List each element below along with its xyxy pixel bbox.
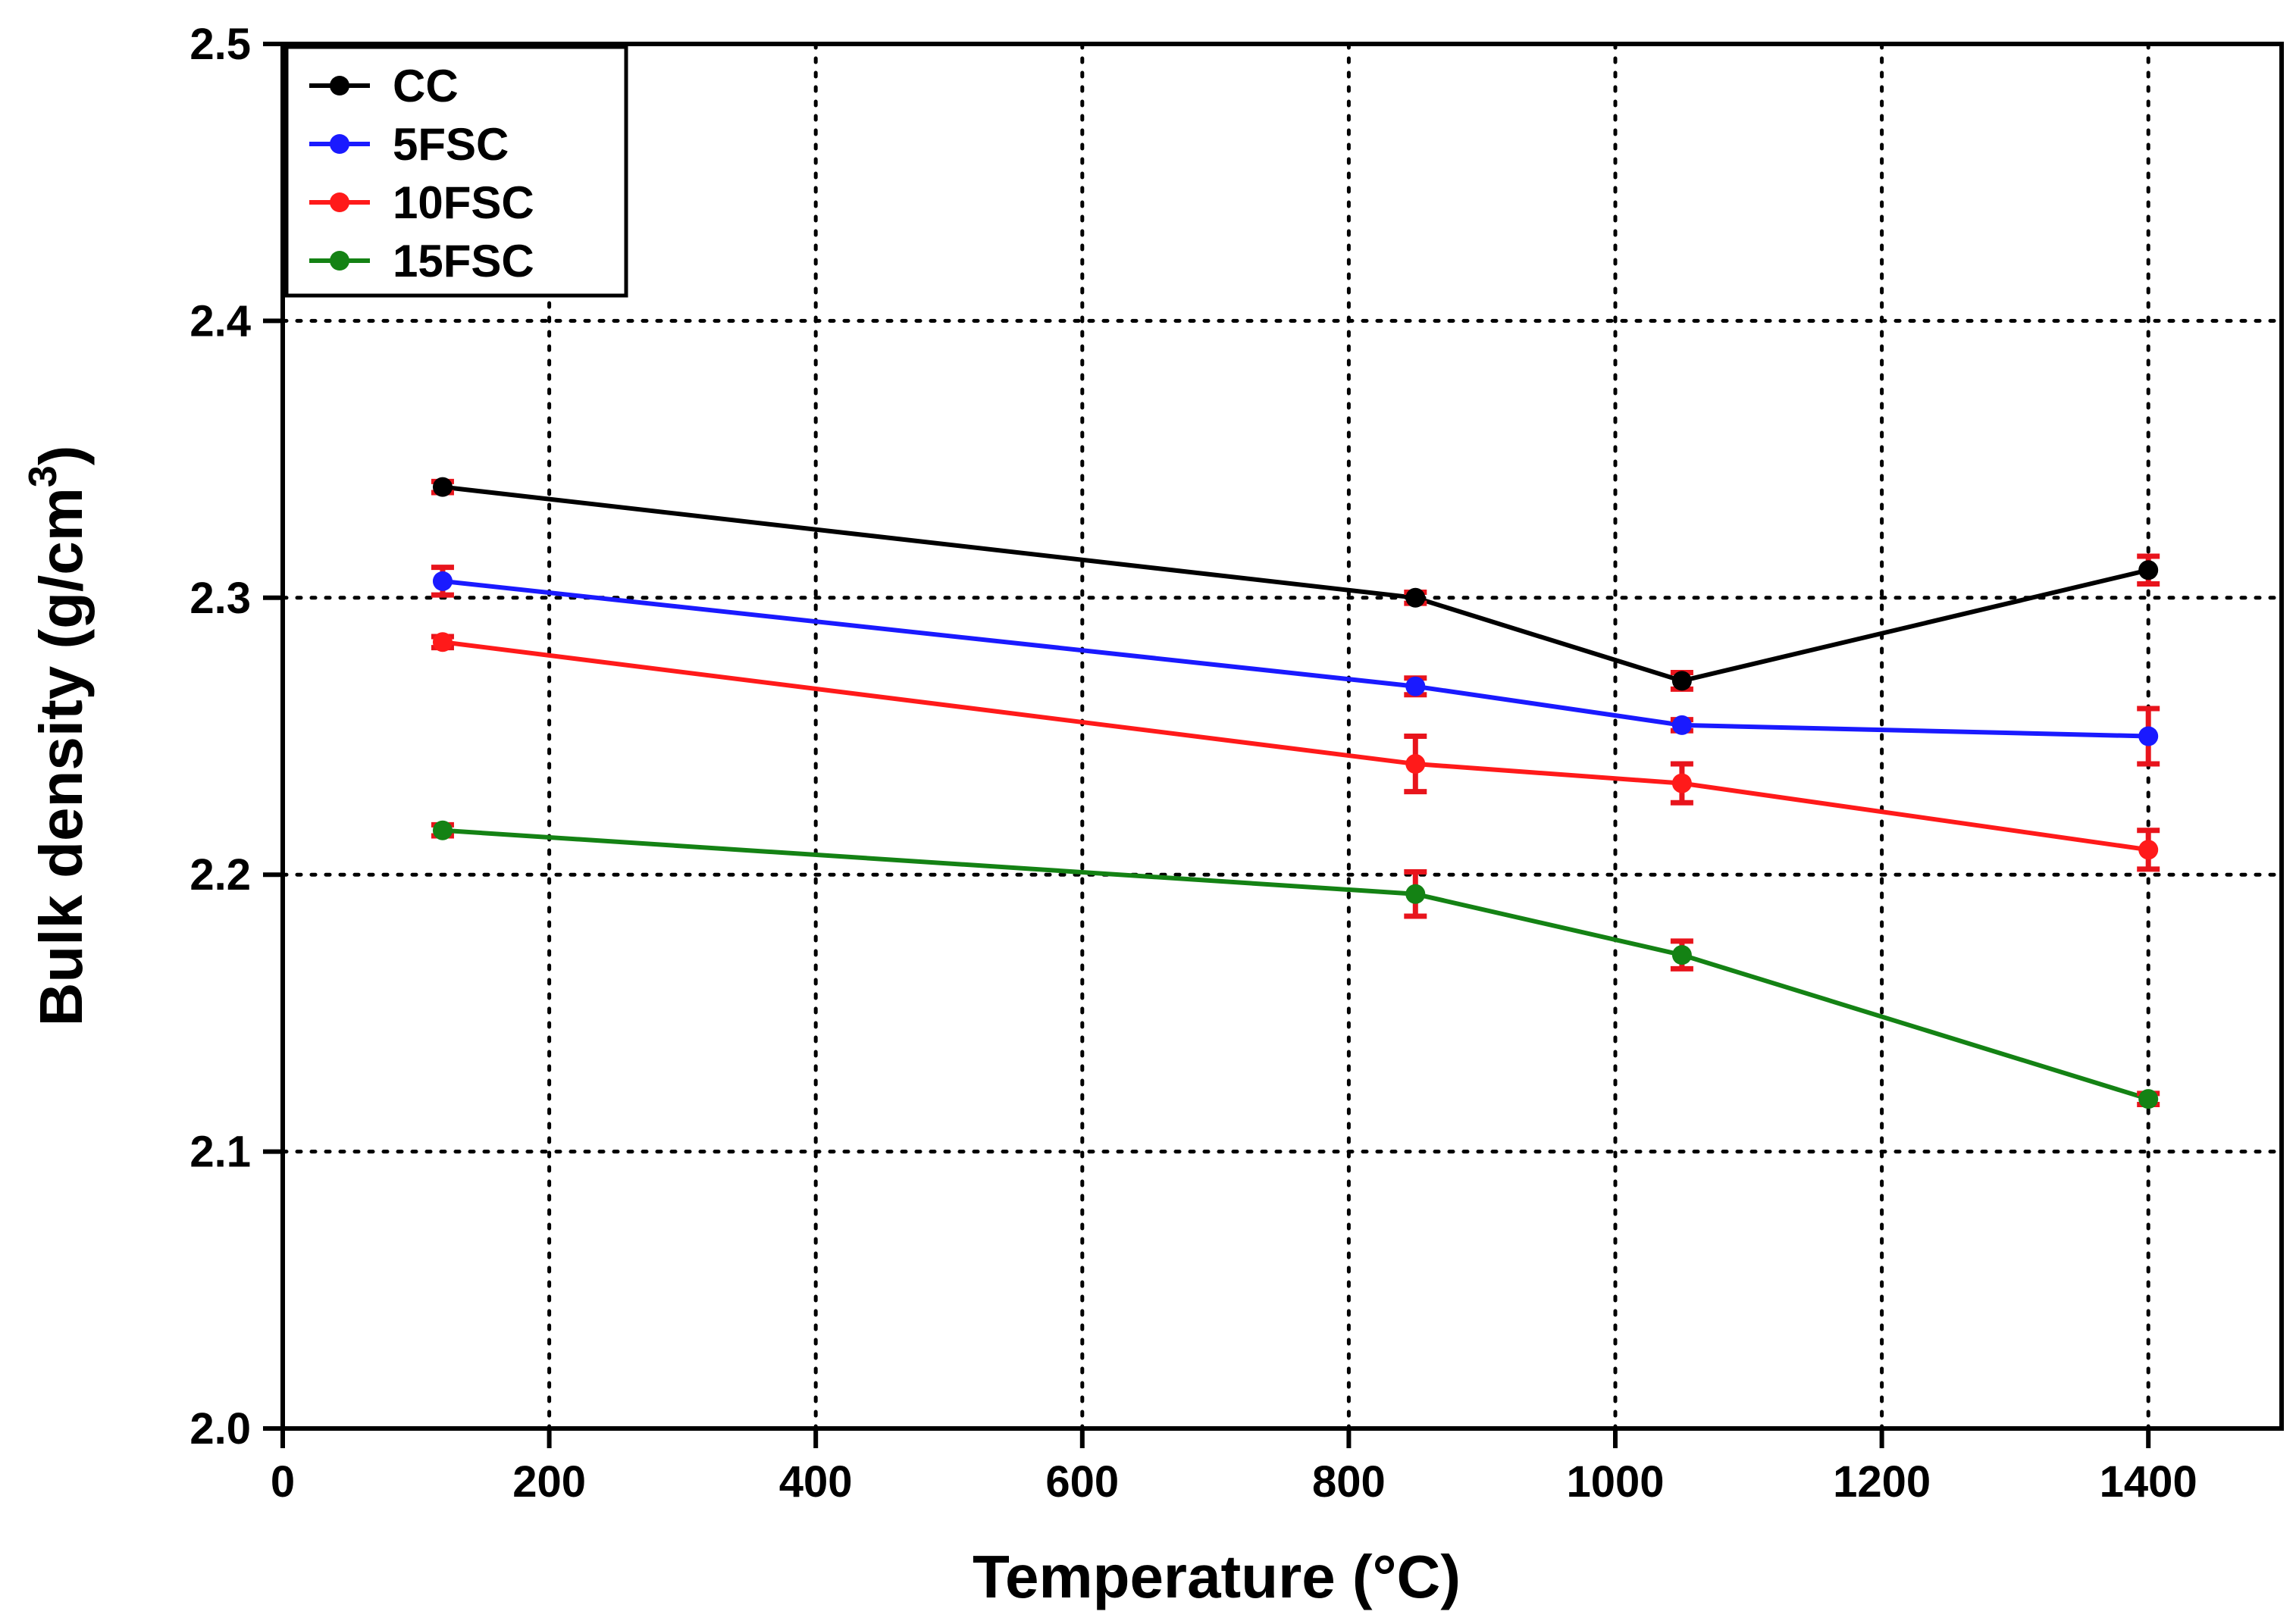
data-point-10fsc-1400 xyxy=(2138,840,2159,860)
series-5fsc xyxy=(431,565,2160,767)
y-tick-label-2.2: 2.2 xyxy=(190,850,251,900)
series-line-10fsc xyxy=(442,640,2149,853)
data-point-5fsc-120 xyxy=(432,571,453,591)
x-tick-label-600: 600 xyxy=(1045,1457,1119,1507)
series-line-5fsc xyxy=(442,578,2149,739)
data-point-10fsc-120 xyxy=(432,632,453,652)
data-point-5fsc-850 xyxy=(1405,676,1426,696)
x-tick-label-400: 400 xyxy=(779,1457,853,1507)
series-line-cc xyxy=(442,484,2149,684)
series-15fsc xyxy=(431,820,2160,1109)
legend-label-15fsc: 15FSC xyxy=(393,236,534,286)
y-axis-title-superscript: 3 xyxy=(21,465,65,487)
legend-marker-10fsc xyxy=(330,192,349,212)
y-tick-label-2.5: 2.5 xyxy=(190,20,251,69)
x-tick-label-1200: 1200 xyxy=(1833,1457,1931,1507)
legend: CC 5FSC 10FSC 15FSC xyxy=(284,45,628,298)
legend-marker-15fsc xyxy=(330,251,349,271)
legend-marker-5fsc xyxy=(330,134,349,154)
x-tick-label-800: 800 xyxy=(1312,1457,1386,1507)
plot-frame xyxy=(280,42,2284,1431)
series-10fsc xyxy=(431,632,2160,872)
x-axis-title: Temperature (°C) xyxy=(973,1543,1461,1610)
legend-label-10fsc: 10FSC xyxy=(393,177,534,228)
y-tick-label-2.3: 2.3 xyxy=(190,574,251,623)
data-point-10fsc-850 xyxy=(1405,754,1426,774)
data-point-10fsc-1050 xyxy=(1671,773,1692,793)
y-tick-label-2: 2.0 xyxy=(190,1404,251,1453)
data-point-15fsc-120 xyxy=(432,820,453,840)
x-tick-label-1400: 1400 xyxy=(2100,1457,2197,1507)
series-layer xyxy=(431,477,2160,1109)
x-tick-label-1000: 1000 xyxy=(1566,1457,1664,1507)
data-point-5fsc-1050 xyxy=(1671,715,1692,735)
y-tick-label-2.4: 2.4 xyxy=(190,296,251,346)
y-tick-label-2.1: 2.1 xyxy=(190,1128,251,1177)
data-point-cc-1400 xyxy=(2138,560,2159,580)
legend-marker-cc xyxy=(330,76,349,95)
legend-label-cc: CC xyxy=(393,61,459,111)
legend-label-5fsc: 5FSC xyxy=(393,119,509,170)
data-point-cc-120 xyxy=(432,477,453,497)
y-axis-title: Bulk density (g/cm3) xyxy=(21,446,95,1027)
x-tick-label-0: 0 xyxy=(271,1457,295,1507)
data-point-15fsc-1050 xyxy=(1671,945,1692,965)
series-line-15fsc xyxy=(442,828,2150,1102)
data-point-15fsc-1400 xyxy=(2138,1089,2159,1109)
x-tick-label-200: 200 xyxy=(512,1457,586,1507)
axes-layer: 0 200 400 600 800 1000 1200 1400 2.0 2.1 2.2 2.3 2.4… xyxy=(190,20,2284,1507)
y-axis-title-close: ) xyxy=(27,446,95,466)
y-axis-title-main: Bulk density (g/cm xyxy=(27,487,95,1026)
data-point-15fsc-850 xyxy=(1405,884,1426,904)
series-cc xyxy=(431,477,2160,692)
data-point-5fsc-1400 xyxy=(2138,726,2159,746)
data-point-cc-1050 xyxy=(1671,671,1692,691)
data-point-cc-850 xyxy=(1405,587,1426,608)
